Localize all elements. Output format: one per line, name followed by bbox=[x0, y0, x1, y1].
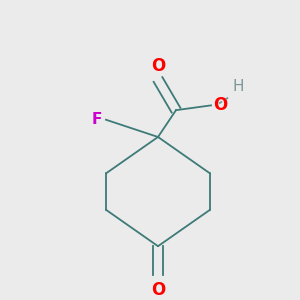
Text: O: O bbox=[151, 281, 165, 299]
Text: F: F bbox=[92, 112, 102, 127]
Text: O: O bbox=[151, 57, 165, 75]
Text: O: O bbox=[213, 96, 227, 114]
Text: H: H bbox=[232, 79, 244, 94]
